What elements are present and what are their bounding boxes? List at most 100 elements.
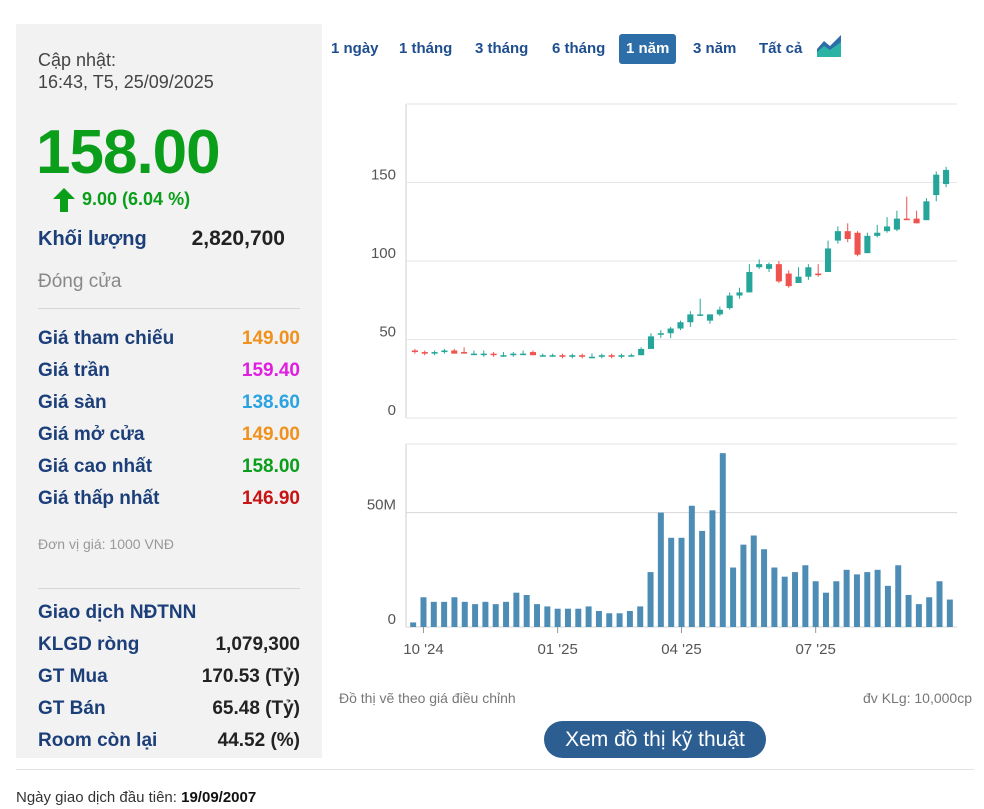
candle [520,353,527,356]
candle [834,231,841,241]
period-all[interactable]: Tất cả [759,40,803,57]
market-status: Đóng cửa [38,271,122,292]
price-row-value: 149.00 [241,424,300,445]
foreign-trading-title: Giao dịch NĐTNN [38,602,197,623]
foreign-row-net-volume: KLGD ròng 1,079,300 [38,634,300,662]
first-trade-label: Ngày giao dịch đầu tiên: [16,789,177,806]
candle [854,232,861,255]
volume-value: 2,820,700 [191,227,285,250]
volume-bar [853,574,860,627]
volume-bar [781,576,788,627]
price-row-label: Giá sàn [38,392,107,413]
price-tick-label: 0 [388,402,396,419]
candle [844,231,851,240]
volume-bar [761,549,768,627]
volume-bar [895,565,902,627]
volume-bar [802,565,809,627]
price-row-value: 138.60 [241,392,300,413]
candle [657,333,664,335]
candle [618,355,625,357]
candle [923,201,930,221]
period-1-month[interactable]: 1 tháng [399,40,453,57]
candle [441,350,448,353]
candle [529,352,537,356]
price-row-value: 159.40 [241,360,300,381]
volume-bar [771,567,778,627]
divider [38,588,300,589]
volume-bar [523,594,530,627]
candle [795,276,802,283]
candle [765,264,773,269]
volume-tick-label: 50M [367,497,396,514]
candle [510,353,517,356]
volume-bar [874,569,881,627]
volume-bar [946,599,953,627]
volume-bar [637,606,644,627]
volume-bar [575,608,582,627]
current-price: 158.00 [36,118,221,187]
price-row-value: 146.90 [241,488,300,509]
period-1-year[interactable]: 1 năm [619,34,677,64]
volume-bar [626,610,633,627]
period-3-months[interactable]: 3 tháng [475,40,529,57]
candle [815,273,822,276]
volume-bar [410,622,417,627]
price-row-label: Giá tham chiếu [38,328,175,349]
candle [716,309,723,315]
period-6-months[interactable]: 6 tháng [552,40,606,57]
candle [903,218,910,221]
volume-bar [544,606,551,627]
candle [559,355,566,357]
candle [470,353,477,356]
candle [893,218,900,230]
candle [608,355,615,357]
technical-chart-button[interactable]: Xem đồ thị kỹ thuật [544,721,766,758]
price-row-reference: Giá tham chiếu 149.00 [38,328,300,356]
volume-label: Khối lượng [38,228,147,250]
volume-bar [884,585,891,627]
candle [943,169,950,185]
volume-bar [822,592,829,627]
foreign-row-value: 65.48 (Tỷ) [212,698,300,719]
price-row-low: Giá thấp nhất 146.90 [38,488,300,516]
price-tick-label: 50 [379,324,396,341]
volume-tick-label: 0 [388,611,396,628]
divider [38,308,300,309]
candle [579,355,586,357]
arrow-up-icon [53,188,75,212]
candle [569,355,576,357]
foreign-row-label: GT Mua [38,666,108,687]
update-time: 16:43, T5, 25/09/2025 [38,72,214,92]
update-label: Cập nhật: [38,50,117,70]
candle [706,314,714,321]
candle [500,355,507,357]
period-3-years[interactable]: 3 năm [693,40,737,57]
candle [687,314,694,323]
price-tick-label: 150 [371,167,396,184]
price-row-label: Giá trần [38,360,110,381]
candle [451,350,458,354]
volume-bar [420,597,427,627]
period-1-day[interactable]: 1 ngày [331,40,379,57]
price-row-label: Giá thấp nhất [38,488,160,509]
price-row-value: 149.00 [241,328,300,349]
price-row-open: Giá mở cửa 149.00 [38,424,300,452]
volume-bar [740,544,747,627]
foreign-row-label: Room còn lại [38,730,158,751]
volume-bar [616,613,623,627]
volume-bar [936,581,943,627]
volume-bar [503,601,510,627]
volume-bar [441,601,448,627]
x-tick-label: 10 '24 [403,641,443,658]
candle [933,174,940,196]
candle [411,350,418,353]
volume-bar [833,581,840,627]
candle [913,218,920,224]
volume-bar [812,581,819,627]
foreign-row-label: KLGD ròng [38,634,140,655]
candle [628,355,635,357]
price-row-label: Giá mở cửa [38,424,145,445]
area-chart-icon[interactable] [816,34,842,58]
candle [805,267,812,277]
volume-bar [905,594,912,627]
